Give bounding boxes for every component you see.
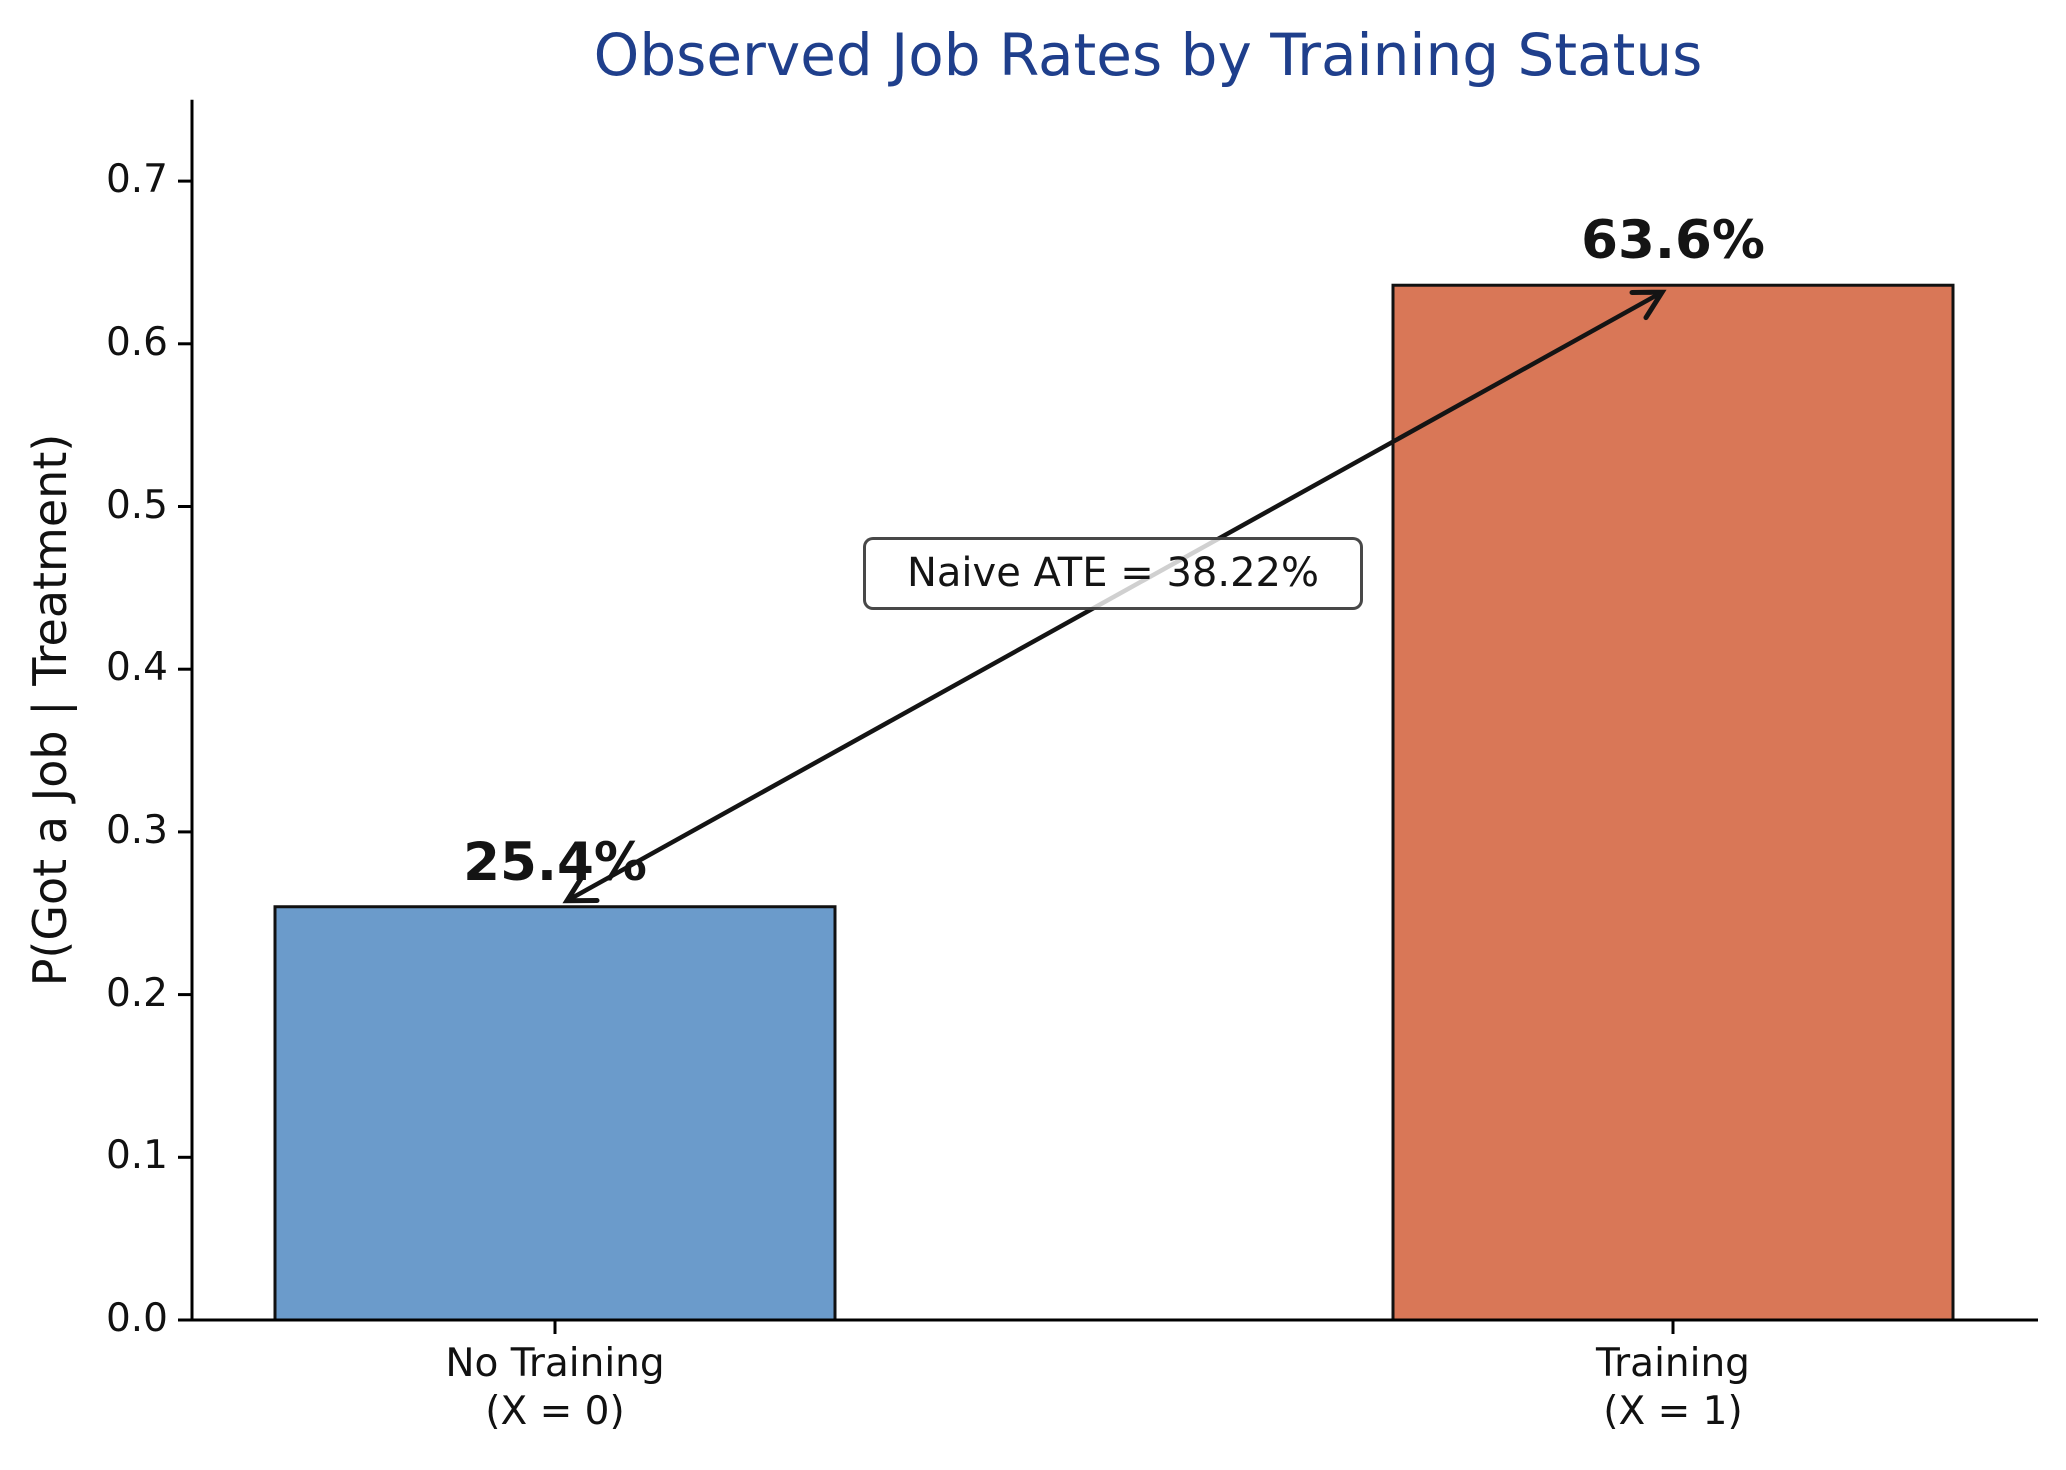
naive-ate-annotation: Naive ATE = 38.22% [863,537,1363,610]
y-tick-label: 0.4 [105,645,168,691]
y-tick-label: 0.3 [105,807,168,853]
bar-value-label: 63.6% [1581,210,1765,272]
arrow-head-right-icon [1629,289,1667,321]
bar-0 [273,905,837,1322]
chart-title: Observed Job Rates by Training Status [593,21,1703,89]
y-tick-label: 0.0 [105,1296,168,1341]
bars-group [273,283,1955,1322]
bar-value-label: 25.4% [463,831,647,893]
y-tick-label: 0.5 [105,482,168,528]
y-tick-label: 0.2 [105,970,168,1016]
axes-group [178,99,2038,1334]
bar-1 [1391,283,1955,1322]
y-tick-label: 0.7 [105,157,168,203]
x-tick-label: No Training (X = 0) [445,1341,665,1434]
y-tick-label: 0.6 [105,319,168,365]
x-tick-label: Training (X = 1) [1596,1341,1750,1434]
y-tick-label: 0.1 [105,1133,168,1179]
arrow-head-left-icon [562,872,600,904]
